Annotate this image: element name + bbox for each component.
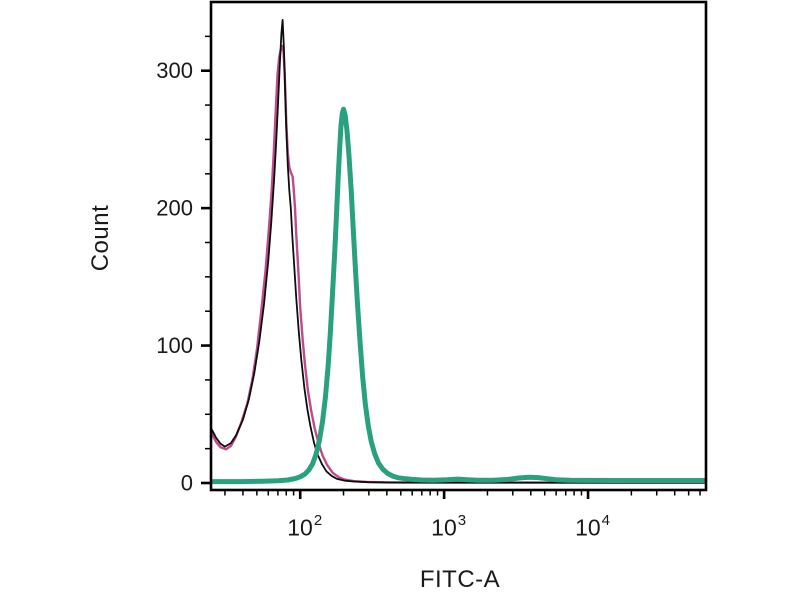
curve-stained-teal — [212, 106, 705, 485]
y-tick-label: 0 — [181, 470, 193, 495]
plot-frame — [209, 0, 708, 492]
y-axis-label: Count — [87, 204, 114, 272]
y-tick-labels: 0 100 200 300 — [156, 58, 193, 495]
x-tick-label-10e4: 104 — [575, 512, 611, 541]
curve-control-black — [212, 19, 705, 484]
x-tick-label-10e2: 102 — [287, 512, 323, 541]
y-tick-label: 100 — [156, 333, 193, 358]
y-tick-label: 200 — [156, 196, 193, 221]
histogram-curves — [212, 19, 705, 485]
x-axis-label: FITC-A — [419, 566, 501, 593]
x-tick-label-10e3: 103 — [431, 512, 467, 541]
y-tick-label: 300 — [156, 58, 193, 83]
